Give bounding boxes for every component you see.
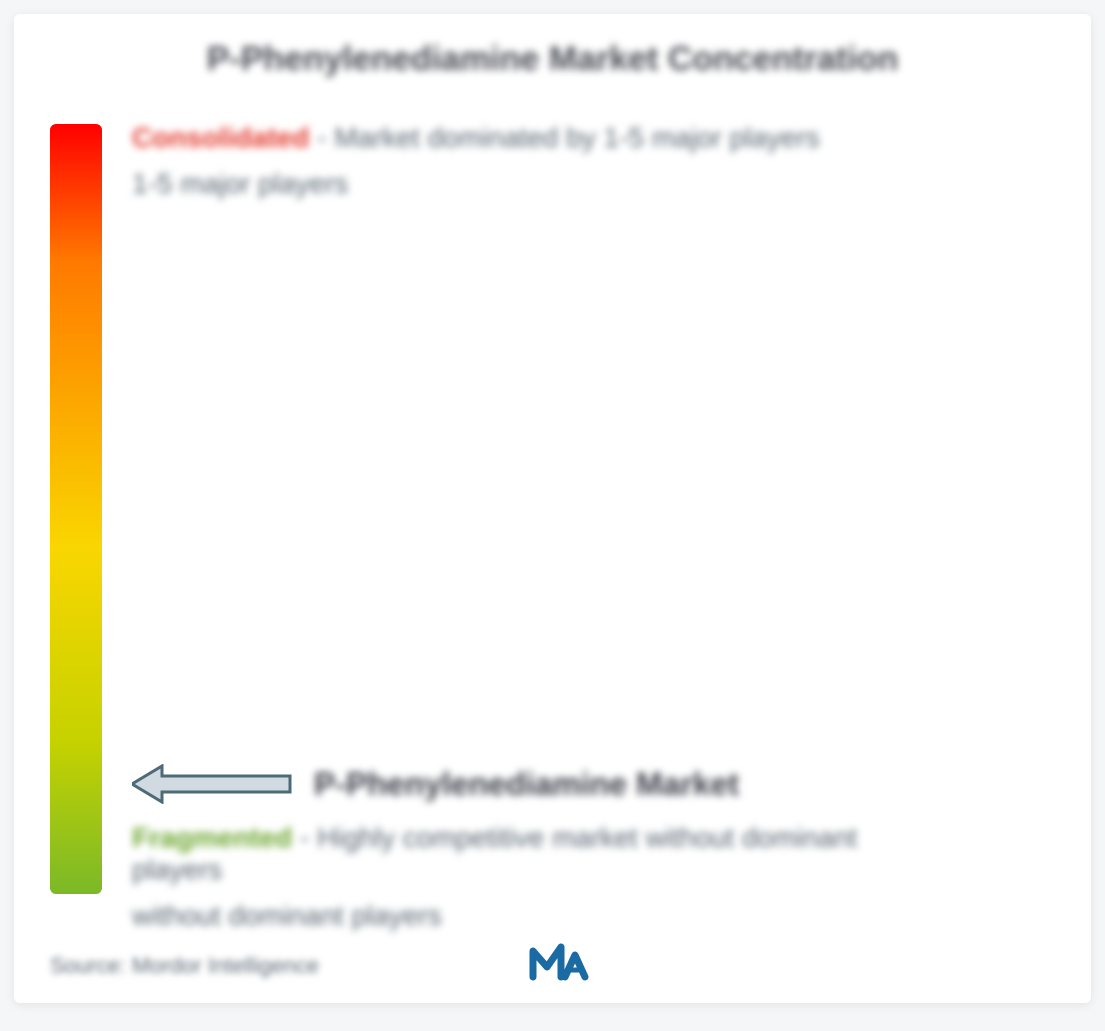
arrow-shape — [132, 766, 290, 802]
fragmented-line-2: without dominant players — [132, 900, 932, 932]
concentration-gradient-bar — [50, 124, 102, 894]
mordor-logo-icon — [529, 937, 601, 983]
consolidated-rest: - Market dominated by 1-5 major players — [309, 122, 819, 153]
consolidated-block: Consolidated - Market dominated by 1-5 m… — [132, 122, 932, 200]
fragmented-line-1: Fragmented - Highly competitive market w… — [132, 822, 932, 886]
market-pointer-row: P-Phenylenediamine Market — [132, 764, 739, 804]
fragmented-label: Fragmented — [132, 822, 292, 853]
chart-title: P-Phenylenediamine Market Concentration — [14, 40, 1091, 79]
source-attribution: Source: Mordor Intelligence — [50, 953, 319, 979]
left-arrow-icon — [132, 764, 292, 804]
consolidated-line-1: Consolidated - Market dominated by 1-5 m… — [132, 122, 932, 154]
fragmented-block: Fragmented - Highly competitive market w… — [132, 822, 932, 932]
consolidated-line-2: 1-5 major players — [132, 168, 932, 200]
consolidated-label: Consolidated — [132, 122, 309, 153]
market-pointer-label: P-Phenylenediamine Market — [314, 766, 739, 803]
chart-card: P-Phenylenediamine Market Concentration … — [14, 14, 1091, 1003]
